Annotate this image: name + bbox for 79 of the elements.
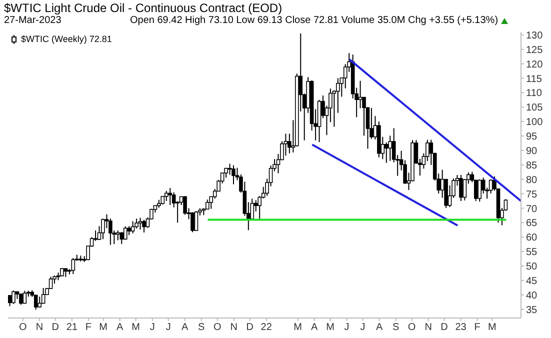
- x-tick-label: O: [19, 322, 28, 334]
- x-tick-label: J: [150, 322, 155, 334]
- x-tick-label: S: [198, 322, 206, 334]
- y-tick-label: 75: [526, 189, 538, 200]
- candlestick: [12, 290, 16, 304]
- x-tick-label: J: [360, 322, 366, 334]
- candlestick: [138, 217, 142, 230]
- y-tick-label: 130: [526, 30, 544, 42]
- candlestick: [358, 80, 362, 109]
- x-tick-label: A: [116, 322, 124, 334]
- candlestick: [388, 135, 392, 162]
- x-tick-label: F: [85, 322, 92, 334]
- x-tick-label: O: [213, 322, 222, 334]
- y-tick-label: 80: [526, 174, 538, 186]
- y-tick-label: 60: [526, 232, 538, 244]
- candlestick: [8, 294, 12, 307]
- y-tick-label: 90: [526, 146, 538, 157]
- candlestick: [130, 220, 135, 234]
- y-tick-label: 115: [526, 74, 542, 85]
- y-tick-label: 70: [526, 204, 538, 215]
- x-tick-label: M: [132, 322, 140, 334]
- y-tick-label: 125: [526, 44, 544, 56]
- candlestick: [71, 257, 76, 275]
- x-tick-label: M: [326, 322, 334, 334]
- y-tick-label: 105: [526, 102, 544, 114]
- candlestick: [194, 210, 198, 232]
- y-tick-label: 40: [526, 290, 538, 302]
- x-tick-label: O: [408, 322, 416, 334]
- chart-title: $WTIC Light Crude Oil - Continuous Contract (EOD): [4, 1, 282, 15]
- x-tick-label: D: [52, 322, 60, 334]
- candlestick: [459, 174, 463, 202]
- x-tick-label: 23: [455, 322, 467, 334]
- candlestick: [478, 178, 482, 202]
- x-tick-label: N: [230, 322, 238, 334]
- y-tick-label: 50: [526, 262, 538, 273]
- y-tick-label: 35: [526, 304, 538, 316]
- chart-subtitle: 27-Mar-2023: [4, 15, 62, 26]
- x-tick-label: J: [344, 322, 350, 334]
- y-tick-label: 65: [526, 218, 538, 230]
- x-tick-label: F: [474, 322, 480, 334]
- x-tick-label: A: [376, 322, 383, 334]
- x-tick-label: M: [99, 322, 108, 334]
- x-tick-label: M: [488, 322, 496, 334]
- candlestick: [101, 218, 105, 240]
- x-tick-label: D: [246, 322, 254, 334]
- candlestick: [168, 188, 172, 206]
- y-tick-label: 120: [526, 59, 544, 70]
- x-tick-label: A: [310, 322, 318, 334]
- y-tick-label: 110: [526, 88, 542, 100]
- y-tick-label: 55: [526, 247, 538, 258]
- candlestick: [19, 293, 23, 306]
- y-tick-label: 95: [526, 132, 538, 143]
- y-tick-label: 100: [526, 117, 544, 128]
- x-tick-label: N: [424, 322, 432, 334]
- candlestick: [164, 190, 168, 202]
- candlestick: [123, 226, 128, 240]
- text: Open 69.42 High 73.10 Low 69.13 Close 72.81 Volume 35.0M Chg +3.55 (+5.13%): [130, 15, 498, 26]
- x-tick-label: 21: [66, 322, 78, 334]
- x-tick-label: S: [392, 322, 400, 334]
- x-tick-label: M: [294, 322, 302, 334]
- x-tick-label: D: [440, 322, 448, 334]
- candlestick: [34, 294, 38, 310]
- x-tick-label: A: [182, 322, 189, 334]
- candlestick: [284, 133, 288, 156]
- candlestick: [183, 196, 187, 216]
- y-tick-label: 85: [526, 160, 538, 172]
- x-tick-label: 22: [260, 322, 272, 334]
- candlestick: [108, 218, 112, 246]
- candlestick: [384, 142, 388, 164]
- legend-label: $WTIC (Weekly) 72.81: [21, 34, 112, 44]
- candlestick: [22, 290, 27, 304]
- y-tick-label: 45: [526, 276, 538, 287]
- x-tick-label: J: [166, 322, 171, 334]
- candlestick: [232, 164, 236, 185]
- candlestick: [120, 232, 124, 245]
- x-tick-label: N: [36, 322, 44, 334]
- candlestick: [190, 212, 194, 233]
- candlestick: [41, 287, 46, 304]
- candlestick: [142, 219, 146, 233]
